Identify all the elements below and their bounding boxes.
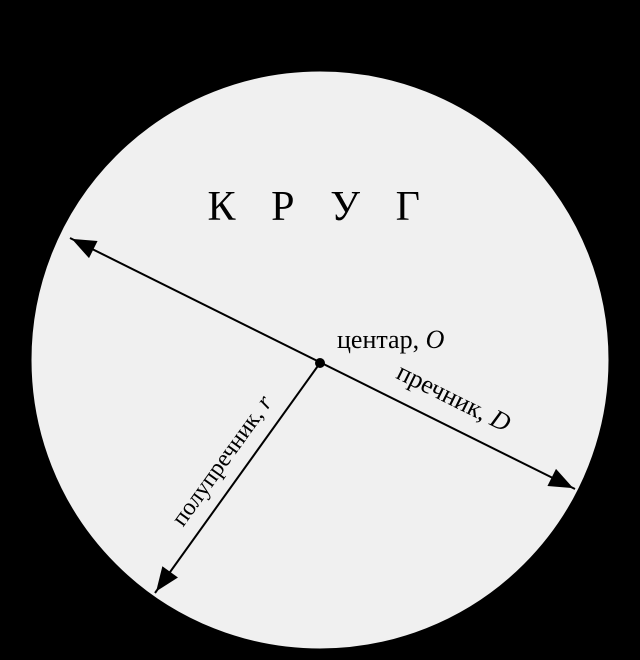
center-label-symbol: O: [426, 325, 445, 354]
center-label-word: центар,: [337, 325, 426, 354]
title-label: К Р У Г: [207, 184, 432, 230]
diagram-container: К Р У Г центар, O пречник, D полупречник…: [0, 0, 640, 660]
circle-diagram-svg: К Р У Г центар, O пречник, D полупречник…: [0, 0, 640, 660]
center-label: центар, O: [337, 325, 445, 354]
center-point: [315, 358, 325, 368]
